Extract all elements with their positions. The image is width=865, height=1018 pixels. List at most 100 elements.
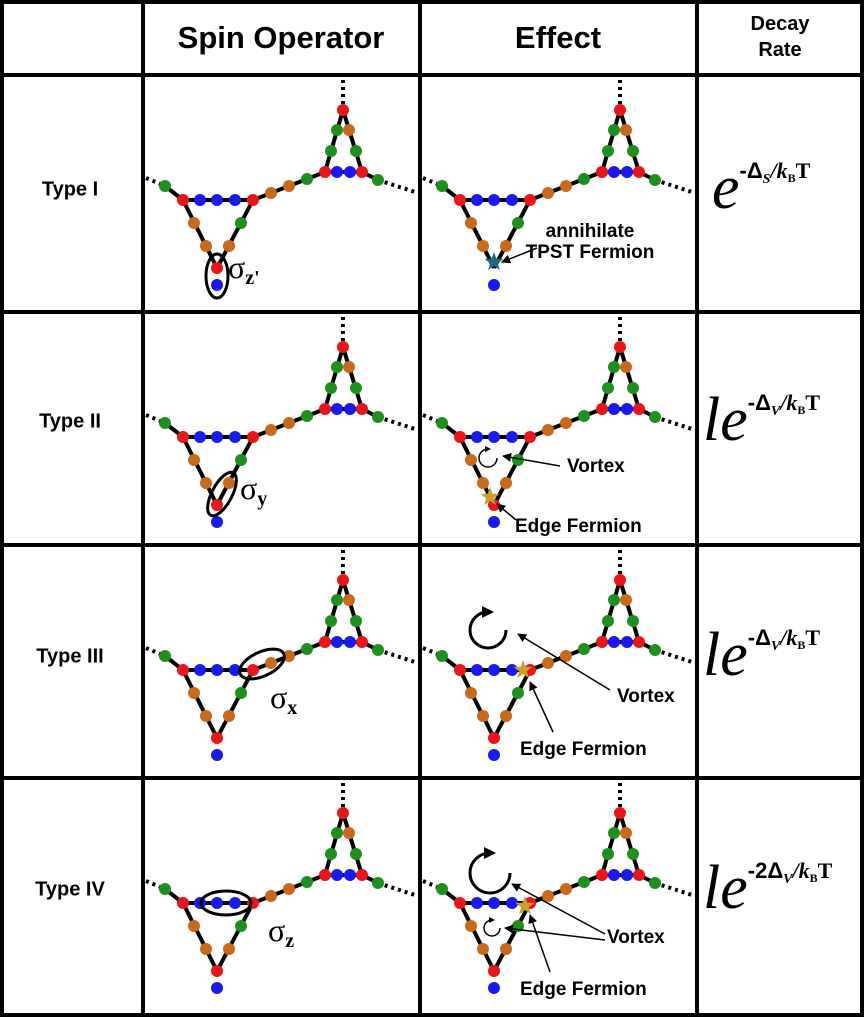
spin-site — [500, 477, 512, 489]
bond — [492, 199, 532, 269]
spin-site — [229, 897, 241, 909]
spin-site — [319, 869, 331, 881]
effect-text: Edge Fermion — [520, 739, 647, 760]
spin-site — [436, 417, 448, 429]
spin-site — [211, 279, 223, 291]
spin-site — [436, 883, 448, 895]
effect-text: Vortex — [607, 927, 665, 948]
spin-site — [471, 664, 483, 676]
rate-exponent: -Δ — [748, 625, 771, 650]
spin-site — [621, 636, 633, 648]
spin-site — [211, 431, 223, 443]
spin-site — [200, 710, 212, 722]
spin-site — [512, 217, 524, 229]
decay-rate-formula: le-ΔV/kBT — [703, 386, 820, 454]
rate-exponent: -2Δ — [748, 858, 783, 883]
spin-site — [356, 869, 368, 881]
spin-site — [350, 848, 362, 860]
spin-site — [229, 194, 241, 206]
spin-site — [620, 361, 632, 373]
spin-site — [649, 644, 661, 656]
spin-site — [621, 403, 633, 415]
spin-site — [211, 965, 223, 977]
spin-site — [177, 194, 189, 206]
operator-symbol: σ — [240, 470, 257, 506]
spin-site — [524, 194, 536, 206]
vortex — [468, 606, 508, 650]
spin-site — [465, 920, 477, 932]
spin-site — [602, 848, 614, 860]
spin-site — [188, 687, 200, 699]
spin-site — [159, 417, 171, 429]
row-label: Type IV — [35, 878, 105, 900]
arrow — [501, 247, 538, 264]
spin-site — [301, 643, 313, 655]
fermion-star — [513, 660, 533, 679]
arrow — [496, 503, 517, 521]
spin-site — [500, 943, 512, 955]
operator-symbol: σ — [268, 912, 285, 948]
spin-site — [159, 180, 171, 192]
spin-site — [211, 194, 223, 206]
spin-site — [344, 869, 356, 881]
spin-site — [488, 749, 500, 761]
spin-site — [633, 166, 645, 178]
spin-site — [471, 194, 483, 206]
spin-site — [477, 240, 489, 252]
spin-site — [211, 897, 223, 909]
decay-rate-formula: le-ΔV/kBT — [703, 621, 820, 689]
spin-site — [578, 643, 590, 655]
dotted-bond — [654, 881, 696, 898]
spin-site — [372, 644, 384, 656]
spin-site — [223, 477, 235, 489]
spin-site — [343, 124, 355, 136]
header-spin-operator: Spin Operator — [178, 20, 385, 55]
operator-label: σy — [240, 470, 267, 510]
bond — [215, 902, 255, 972]
spin-site — [223, 710, 235, 722]
spin-site — [194, 194, 206, 206]
rate-slash: /k — [768, 158, 787, 183]
spin-site — [325, 145, 337, 157]
bond — [215, 436, 255, 506]
spin-site — [265, 187, 277, 199]
spin-site — [620, 827, 632, 839]
rate-exponent: -Δ — [748, 390, 771, 415]
rate-base: e — [712, 154, 740, 222]
spin-site — [331, 869, 343, 881]
row-label: Type I — [42, 178, 98, 200]
spin-site — [614, 341, 626, 353]
spin-site — [488, 516, 500, 528]
dotted-bond — [377, 881, 419, 898]
spin-site — [454, 431, 466, 443]
bond — [600, 109, 622, 173]
spin-site — [602, 615, 614, 627]
spin-site — [319, 166, 331, 178]
spin-site — [211, 749, 223, 761]
spin-site — [177, 664, 189, 676]
vortex — [483, 917, 501, 937]
bond — [458, 199, 496, 269]
operator-label: σx — [270, 679, 297, 719]
spin-site — [356, 166, 368, 178]
spin-site — [188, 217, 200, 229]
rate-subscript: B — [788, 171, 796, 185]
rate-tail: T — [805, 390, 820, 415]
spin-site — [488, 194, 500, 206]
effect-text: Vortex — [617, 686, 675, 707]
spin-site — [560, 883, 572, 895]
operator-symbol: σ — [228, 249, 245, 285]
spin-site — [337, 574, 349, 586]
spin-site — [633, 869, 645, 881]
spin-site — [265, 424, 277, 436]
rate-base: e — [720, 621, 748, 689]
spin-site — [614, 104, 626, 116]
spin-site — [488, 664, 500, 676]
spin-site — [350, 145, 362, 157]
spin-site — [512, 687, 524, 699]
spin-site — [265, 890, 277, 902]
spin-site — [477, 710, 489, 722]
spin-site — [177, 897, 189, 909]
spin-site — [454, 897, 466, 909]
